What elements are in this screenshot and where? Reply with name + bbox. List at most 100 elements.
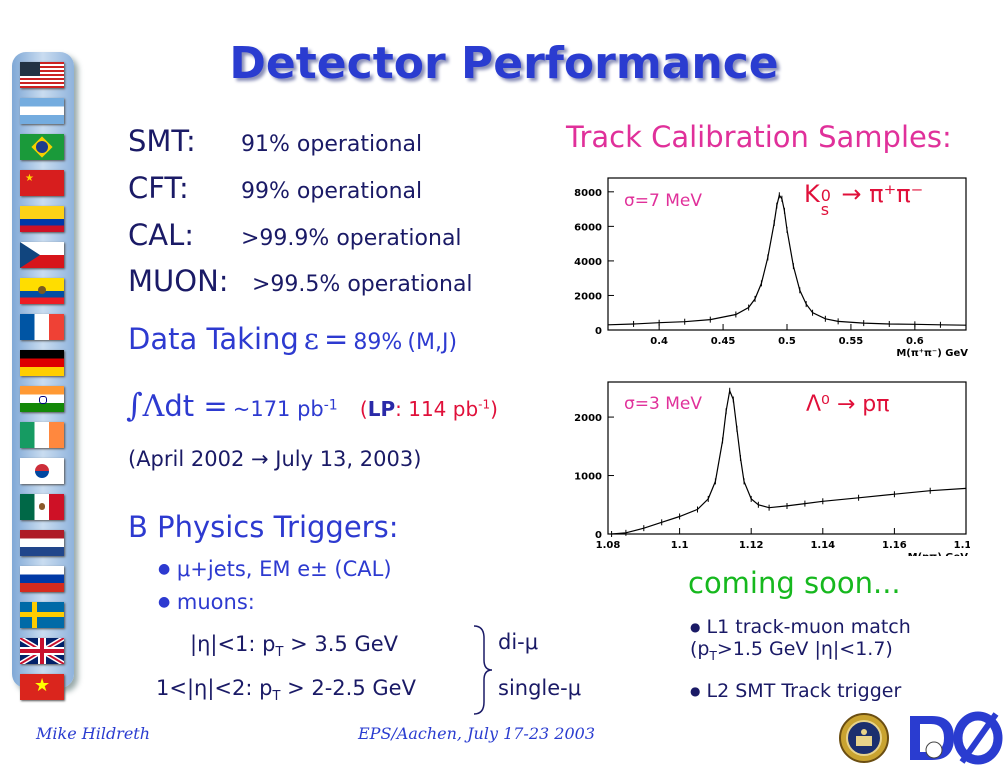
detector-row-smt: SMT: 91% operational [128, 124, 422, 158]
data-taking-value: 89% [353, 330, 403, 355]
coming-item-text: L1 track-muon match [706, 616, 911, 638]
czech-flag-icon [20, 242, 64, 268]
slide-title: Detector Performance [229, 38, 779, 89]
kshort-sigma: σ=7 MeV [624, 191, 702, 211]
sweden-flag-icon [20, 602, 64, 628]
coming-item-sub: T [709, 648, 717, 663]
trigger-bullet-text: μ+jets, EM e± (CAL) [176, 557, 392, 581]
y-tick-label: 0 [595, 530, 602, 541]
x-tick-label: 1.12 [739, 540, 764, 551]
colombia-flag-icon [20, 206, 64, 232]
x-tick-label: 1.18 [954, 540, 970, 551]
detector-name: CFT: [128, 171, 189, 205]
coming-heading: coming soon... [688, 566, 901, 600]
detector-name: CAL: [128, 218, 195, 252]
x-tick-label: 0.55 [839, 336, 864, 347]
lp-close: ) [490, 397, 498, 421]
trigger-brace [473, 625, 493, 715]
detector-value: >99.9% operational [241, 226, 462, 251]
y-tick-label: 2000 [574, 413, 602, 424]
epsilon-symbol: ε [303, 322, 319, 356]
lambda-symbol: Λ [142, 389, 165, 424]
footer-author: Mike Hildreth [36, 724, 151, 743]
x-tick-label: 1.16 [882, 540, 907, 551]
equals-sign: = [324, 322, 349, 356]
trigger-sub: T [275, 645, 284, 661]
trigger-bullet-text: muons: [176, 590, 255, 614]
dt-label: dt = [164, 389, 228, 423]
mexico-flag-icon [20, 494, 64, 520]
trigger-type: di-μ [498, 630, 539, 654]
trigger-row: |η|<1: pT > 3.5 GeV [190, 632, 398, 660]
x-tick-label: 1.08 [596, 540, 621, 551]
vietnam-flag-icon: ★ [20, 674, 64, 700]
bullet-dot: ● [158, 561, 171, 577]
y-tick-label: 0 [595, 326, 602, 337]
data-taking-note: (M,J) [407, 330, 458, 355]
x-tick-label: 0.45 [711, 336, 736, 347]
detector-row-cal: CAL: >99.9% operational [128, 218, 462, 252]
x-tick-label: 0.5 [778, 336, 796, 347]
coming-item-text: L2 SMT Track trigger [706, 680, 902, 702]
detector-row-muon: MUON: >99.5% operational [128, 264, 473, 298]
kshort-sup: 0 [820, 186, 831, 205]
netherlands-flag-icon [20, 530, 64, 556]
x-tick-label: 1.1 [671, 540, 689, 551]
triggers-heading: B Physics Triggers: [128, 510, 399, 544]
luminosity-exp: -1 [323, 397, 338, 414]
brazil-flag-icon [20, 134, 64, 160]
y-tick-label: 1000 [574, 472, 602, 483]
luminosity-line: ∫Λdt = ~171 pb-1 (LP: 114 pb-1) [126, 386, 498, 424]
y-tick-label: 6000 [574, 222, 602, 233]
lp-value: (LP: 114 pb-1) [360, 397, 498, 421]
trigger-bullet: ● μ+jets, EM e± (CAL) [158, 557, 392, 581]
bullet-dot: ● [690, 684, 701, 698]
university-seal-icon [839, 713, 889, 763]
uk-flag-icon [20, 638, 64, 664]
ecuador-flag-icon [20, 278, 64, 304]
kshort-mass-plot: 0 2000 4000 6000 8000 0.4 0.45 0.5 0.55 0.6M(π⁺π⁻… [574, 177, 968, 359]
trigger-cut: |η|<1: p [190, 632, 276, 656]
x-axis-label: M(pπ) GeV [908, 552, 969, 556]
france-flag-icon [20, 314, 64, 340]
bullet-dot: ● [158, 594, 171, 610]
kshort-sub: s [820, 200, 830, 219]
flag-sidebar: ★ ★ [12, 52, 74, 700]
coming-item: ● L1 track-muon match (pT>1.5 GeV |η|<1.… [690, 617, 911, 666]
luminosity-value: ~171 pb [232, 397, 324, 421]
coming-item-c: >1.5 GeV |η|<1.7) [716, 638, 893, 660]
kshort-decay: → π⁺π⁻ [833, 180, 924, 208]
lambda-sigma: σ=3 MeV [624, 394, 702, 414]
detector-name: SMT: [128, 124, 196, 158]
trigger-cut: 1<|η|<2: p [156, 676, 273, 700]
argentina-flag-icon [20, 98, 64, 124]
x-axis-label: M(π⁺π⁻) GeV [896, 348, 968, 359]
trigger-bullet: ● muons: [158, 590, 255, 614]
india-flag-icon [20, 386, 64, 412]
detector-value: >99.5% operational [252, 272, 473, 297]
china-flag-icon: ★ [20, 170, 64, 196]
detector-value: 99% operational [241, 179, 423, 204]
trigger-type: single-μ [498, 676, 582, 700]
lp-label: LP [367, 397, 396, 421]
detector-value: 91% operational [241, 132, 423, 157]
y-tick-label: 2000 [574, 291, 602, 302]
ireland-flag-icon [20, 422, 64, 448]
trigger-sub: T [272, 689, 281, 705]
korea-flag-icon [20, 458, 64, 484]
lambda-mass-plot: 0 1000 2000 1.08 1.1 1.12 1.14 1.16 1.18M(pπ) Ge… [574, 381, 970, 556]
x-tick-label: 0.6 [906, 336, 924, 347]
data-taking-label: Data Taking [128, 322, 299, 356]
russia-flag-icon [20, 566, 64, 592]
footer-event: EPS/Aachen, July 17-23 2003 [358, 724, 595, 743]
lambda-label: Λ⁰ → pπ [806, 392, 890, 417]
data-taking-line: Data Taking ε = 89% (M,J) [128, 322, 457, 356]
coming-item-b: (p [690, 638, 710, 660]
dzero-logo-icon [910, 711, 1003, 765]
x-tick-label: 1.14 [810, 540, 835, 551]
coming-item: ● L2 SMT Track trigger [690, 680, 901, 702]
trigger-rest: > 3.5 GeV [283, 632, 399, 656]
lp-open: ( [359, 397, 368, 421]
kshort-label: K 0 s → π⁺π⁻ [804, 180, 924, 219]
lp-rest: : 114 pb [395, 397, 479, 421]
